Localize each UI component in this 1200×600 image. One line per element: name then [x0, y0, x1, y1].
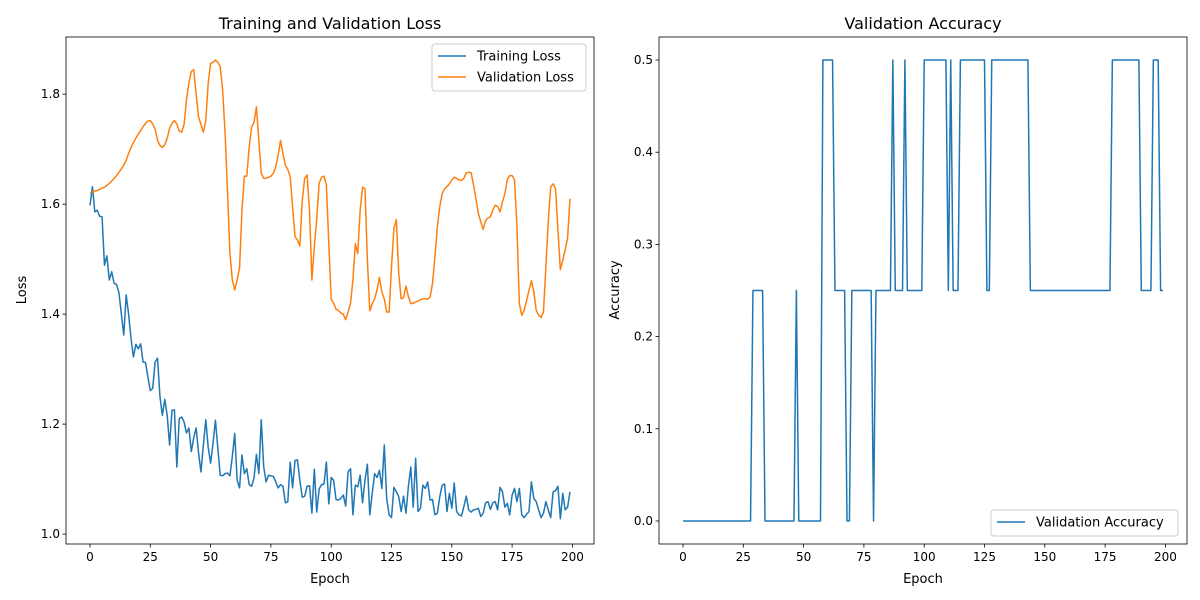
accuracy-ytick-label: 0.4: [634, 145, 653, 159]
loss-chart-title: Training and Validation Loss: [218, 14, 442, 33]
accuracy-axes-frame: [658, 36, 1188, 545]
loss-legend-box: [431, 43, 587, 92]
accuracy-xtick-label: 125: [973, 550, 996, 564]
accuracy-chart-ylabel: Accuracy: [608, 260, 623, 320]
accuracy-ytick-label: 0.5: [634, 53, 653, 67]
loss-chart-xlabel: Epoch: [310, 572, 350, 587]
loss-ytick-label: 1.8: [41, 87, 60, 101]
accuracy-ytick-label: 0.0: [634, 514, 653, 528]
accuracy-chart-xlabel: Epoch: [903, 572, 943, 587]
loss-chart-ylabel: Loss: [15, 276, 30, 305]
loss-ytick-label: 1.6: [41, 197, 60, 211]
loss-xtick-label: 25: [143, 550, 158, 564]
loss-series-validation-loss: [89, 59, 571, 321]
loss-ytick-label: 1.0: [41, 527, 60, 541]
accuracy-series-validation-accuracy: [683, 59, 1163, 522]
accuracy-legend-box: [990, 509, 1179, 537]
loss-legend-label: Validation Loss: [477, 71, 574, 86]
loss-xtick-label: 200: [561, 550, 584, 564]
accuracy-chart-title: Validation Accuracy: [844, 14, 1001, 33]
loss-xtick-label: 50: [203, 550, 218, 564]
accuracy-xtick-label: 0: [679, 550, 687, 564]
loss-ytick-label: 1.4: [41, 307, 60, 321]
accuracy-xtick-label: 25: [736, 550, 751, 564]
accuracy-xtick-label: 75: [856, 550, 871, 564]
loss-chart: Training and Validation Loss Epoch Loss …: [15, 14, 595, 587]
loss-xtick-label: 75: [263, 550, 278, 564]
loss-legend-label: Training Loss: [476, 50, 561, 65]
accuracy-legend-label: Validation Accuracy: [1036, 516, 1164, 531]
accuracy-chart: Validation Accuracy Epoch Accuracy 0 25 50…: [608, 14, 1188, 587]
loss-xtick-label: 125: [380, 550, 403, 564]
loss-series-training-loss: [89, 185, 571, 520]
loss-xtick-label: 100: [320, 550, 343, 564]
loss-axes-frame: [65, 36, 595, 545]
accuracy-xtick-label: 200: [1154, 550, 1177, 564]
loss-ytick-label: 1.2: [41, 417, 60, 431]
loss-xtick-label: 150: [440, 550, 463, 564]
accuracy-xtick-label: 50: [796, 550, 811, 564]
accuracy-xtick-label: 100: [913, 550, 936, 564]
accuracy-xtick-label: 175: [1094, 550, 1117, 564]
accuracy-ytick-label: 0.3: [634, 237, 653, 251]
accuracy-ytick-label: 0.2: [634, 330, 653, 344]
accuracy-ytick-label: 0.1: [634, 422, 653, 436]
loss-xtick-label: 0: [86, 550, 94, 564]
loss-xtick-label: 175: [501, 550, 524, 564]
accuracy-xtick-label: 150: [1033, 550, 1056, 564]
